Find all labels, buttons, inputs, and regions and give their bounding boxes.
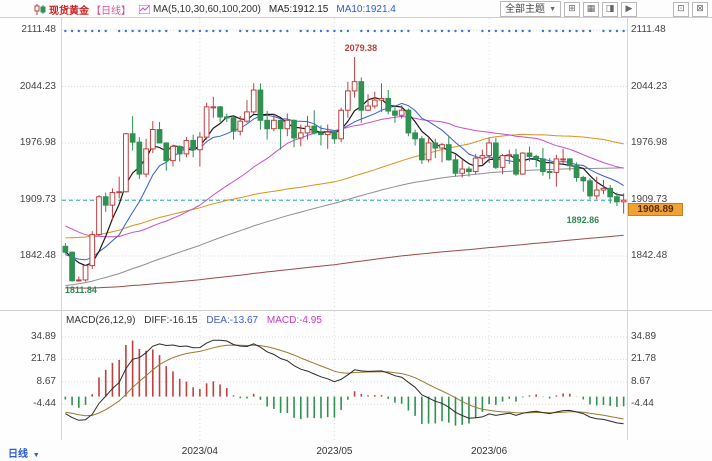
grid-layout-button[interactable]: ⊞ <box>564 1 580 17</box>
macd-axis-tick: 34.89 <box>30 331 56 342</box>
chevron-down-icon: ▼ <box>549 5 556 13</box>
chevron-down-icon: ▼ <box>32 452 40 459</box>
candlestick-icon <box>34 3 46 15</box>
price-axis-tick: 2044.23 <box>631 80 668 92</box>
annotation-period-low: 1811.84 <box>64 284 97 295</box>
macd-dea-value: DEA:-13.67 <box>206 315 259 326</box>
macd-diff-value: DIFF:-16.15 <box>144 315 198 326</box>
macd-axis-tick: 21.78 <box>30 353 56 365</box>
ma-indicator-icon <box>139 4 150 14</box>
macd-axis-tick: 34.89 <box>631 331 657 342</box>
price-axis-tick: 1842.48 <box>631 250 668 261</box>
price-chart[interactable] <box>62 18 627 311</box>
month-label: 2023/04 <box>181 446 218 457</box>
macd-title[interactable]: MACD(26,12,9) <box>66 315 136 326</box>
ma10-value: MA10:1921.4 <box>336 3 396 15</box>
split-view-button[interactable]: ◨ <box>602 1 618 17</box>
last-price-tag: 1908.89 <box>628 203 683 217</box>
macd-axis-tick: 21.78 <box>631 353 657 365</box>
play-scroll-button[interactable]: ▶ <box>621 1 637 17</box>
annotation-recent-low: 1892.86 <box>566 214 600 225</box>
macd-macd-value: MACD:-4.95 <box>266 315 322 326</box>
price-axis-tick: 2044.23 <box>19 80 56 92</box>
month-label: 2023/05 <box>316 446 353 457</box>
month-label: 2023/06 <box>471 446 508 457</box>
macd-axis-tick: -4.44 <box>33 398 56 410</box>
annotation-period-high: 2079.38 <box>344 42 378 53</box>
price-axis-tick: 1909.73 <box>631 193 668 205</box>
period-selector[interactable]: 日线 ▼ <box>8 445 40 460</box>
pop-out-icon: ⊡ <box>677 3 685 14</box>
pop-out-button[interactable]: ⊡ <box>673 1 689 17</box>
left-axis-border <box>61 18 62 440</box>
macd-axis-tick: 8.67 <box>36 375 56 387</box>
price-axis-tick: 1842.48 <box>19 250 56 261</box>
split-view-icon: ◨ <box>605 3 615 14</box>
symbol-name: 现货黄金 <box>49 5 89 17</box>
macd-chart[interactable] <box>62 311 627 440</box>
chart-toolbar: 现货黄金 【日线】 MA(5,10,30,60,100,200) MA5:191… <box>0 0 712 18</box>
period-selector-label: 日线 <box>8 449 28 460</box>
macd-header: MACD(26,12,9) DIFF:-16.15 DEA:-13.67 MAC… <box>66 315 322 326</box>
theme-dropdown[interactable]: 全部主题 ▼ <box>500 1 561 17</box>
multi-pane-icon: ▦ <box>586 3 596 14</box>
price-axis-tick: 1976.98 <box>19 137 56 148</box>
price-axis-tick: 2111.48 <box>21 24 56 35</box>
right-axis-border <box>627 18 628 440</box>
price-axis-tick: 2111.48 <box>631 24 666 35</box>
ma-settings-label[interactable]: MA(5,10,30,60,100,200) <box>153 3 261 15</box>
pane-divider <box>0 310 712 311</box>
fullscreen-icon: ⊠ <box>696 3 704 14</box>
bottom-bar: 日线 ▼ <box>0 440 712 461</box>
price-axis-tick: 1976.98 <box>631 137 668 148</box>
multi-pane-button[interactable]: ▦ <box>583 1 599 17</box>
grid-layout-icon: ⊞ <box>568 3 576 14</box>
toolbar-divider <box>0 17 712 18</box>
macd-axis-tick: 8.67 <box>631 375 651 387</box>
ma5-value: MA5:1912.15 <box>268 3 329 15</box>
play-scroll-icon: ▶ <box>625 3 633 14</box>
macd-axis-tick: -4.44 <box>631 398 654 410</box>
theme-dropdown-label: 全部主题 <box>505 3 546 15</box>
period-tag: 【日线】 <box>91 5 131 17</box>
price-axis-tick: 1909.73 <box>19 193 56 205</box>
fullscreen-button[interactable]: ⊠ <box>692 1 708 17</box>
